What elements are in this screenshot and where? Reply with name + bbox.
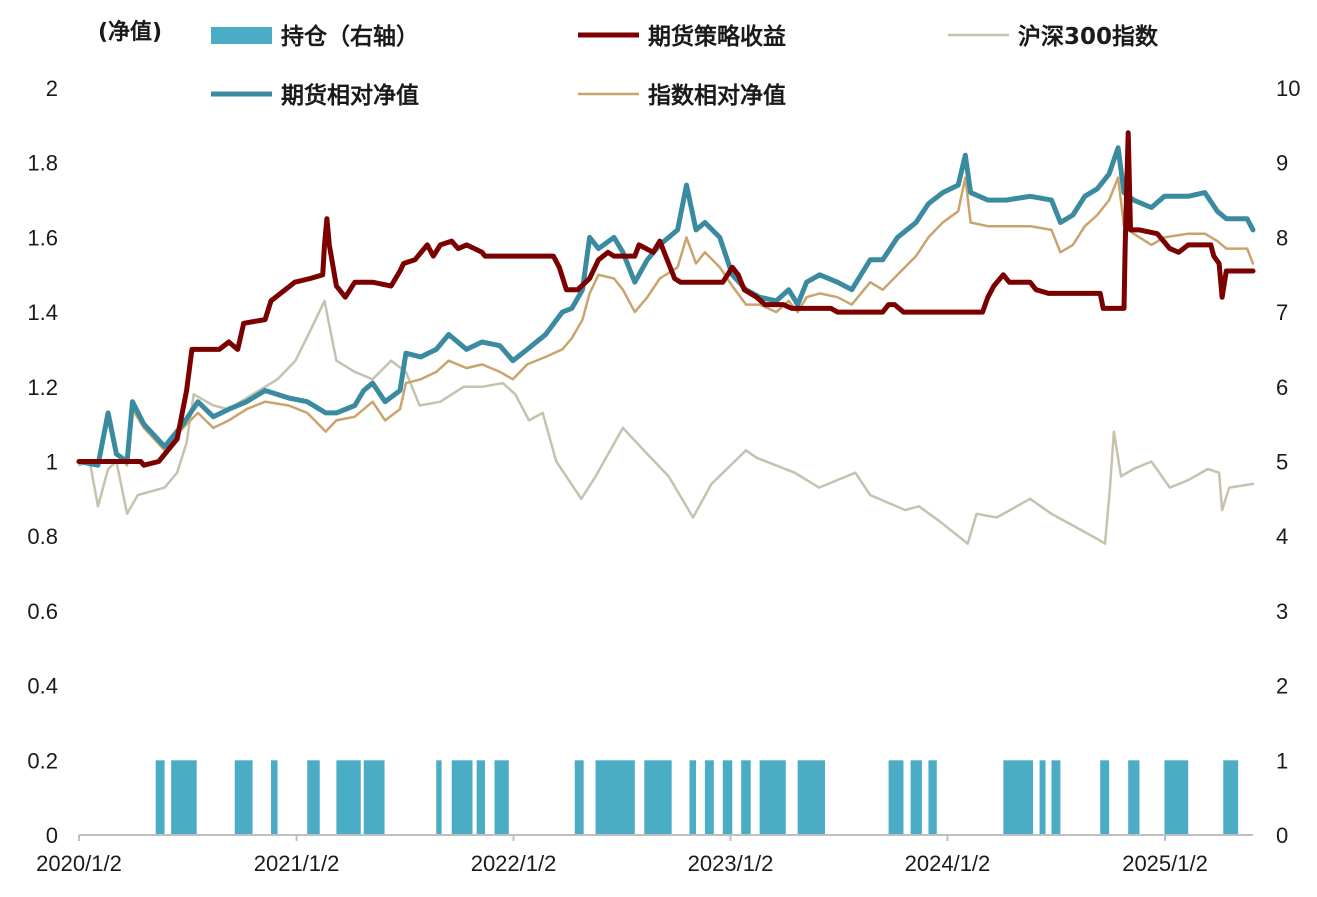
holding-bar [1164,760,1189,835]
line-futures-relative-nav [76,145,1256,468]
x-tick-label: 2020/1/2 [36,851,122,876]
left-tick-label: 0.4 [27,674,58,699]
holding-bar [336,760,361,835]
legend-label-index-relative-nav: 指数相对净值 [648,82,786,109]
left-tick-label: 1.2 [27,375,58,400]
holding-bar [1003,760,1034,835]
left-axis-unit-label: (净值) [98,19,162,45]
legend: 持仓（右轴） 期货策略收益 沪深300指数 期货相对净值 指数相对净值 [211,23,1159,109]
legend-label-futures-return: 期货策略收益 [648,23,786,50]
left-axis: 0 0.2 0.4 0.6 0.8 1 1.2 1.4 1.6 1.8 2 [27,76,58,848]
left-tick-label: 0.2 [27,748,58,773]
holding-bars [155,760,1239,835]
holding-bar [234,760,253,835]
x-tick-label: 2022/1/2 [471,851,557,876]
holding-bar [494,760,509,835]
holding-bar [171,760,197,835]
holding-bar [1223,760,1239,835]
left-tick-label: 1.4 [27,300,58,325]
series-lines [76,130,1256,545]
right-tick-label: 10 [1276,76,1300,101]
legend-swatch-holding [211,27,272,44]
holding-bar [722,760,733,835]
x-tick-label: 2025/1/2 [1122,851,1208,876]
right-tick-label: 8 [1276,225,1288,250]
holding-bar [644,760,672,835]
holding-bar [574,760,584,835]
x-tick-label: 2021/1/2 [254,851,340,876]
x-tick-label: 2023/1/2 [688,851,774,876]
line-index-relative-nav [77,176,1255,467]
right-tick-label: 1 [1276,748,1288,773]
left-tick-label: 1.8 [27,151,58,176]
holding-bar [476,760,485,835]
holding-bar [888,760,904,835]
x-tick-label: 2024/1/2 [905,851,991,876]
left-tick-label: 1.6 [27,225,58,250]
holding-bar [1128,760,1140,835]
right-axis: 0 1 2 3 4 5 6 7 8 9 10 [1276,76,1300,848]
holding-bar [363,760,385,835]
holding-bar [797,760,826,835]
left-tick-label: 0 [46,823,58,848]
holding-bar [1100,760,1110,835]
right-tick-label: 5 [1276,450,1288,475]
right-tick-label: 6 [1276,375,1288,400]
left-tick-label: 0.6 [27,599,58,624]
holding-bar [436,760,442,835]
right-tick-label: 9 [1276,151,1288,176]
right-tick-label: 4 [1276,524,1288,549]
right-tick-label: 0 [1276,823,1288,848]
holding-bar [595,760,635,835]
legend-label-futures-relative-nav: 期货相对净值 [281,82,419,109]
x-axis: 2020/1/2 2021/1/2 2022/1/2 2023/1/2 2024/1/2… [36,835,1208,876]
line-csi300 [77,299,1255,545]
holding-bar [910,760,922,835]
holding-bar [689,760,697,835]
left-tick-label: 2 [46,76,58,101]
holding-bar [928,760,937,835]
holding-bar [1051,760,1061,835]
holding-bar [271,760,278,835]
right-tick-label: 2 [1276,674,1288,699]
holding-bar [759,760,786,835]
holding-bar [155,760,165,835]
right-tick-label: 3 [1276,599,1288,624]
legend-label-holding: 持仓（右轴） [281,23,419,50]
holding-bar [741,760,751,835]
right-tick-label: 7 [1276,300,1288,325]
holding-bar [704,760,714,835]
holding-bar [451,760,473,835]
left-tick-label: 0.8 [27,524,58,549]
legend-label-csi300: 沪深300指数 [1018,23,1159,50]
holding-bar [307,760,320,835]
line-futures-return [76,130,1256,468]
left-tick-label: 1 [46,450,58,475]
holding-bar [1039,760,1046,835]
